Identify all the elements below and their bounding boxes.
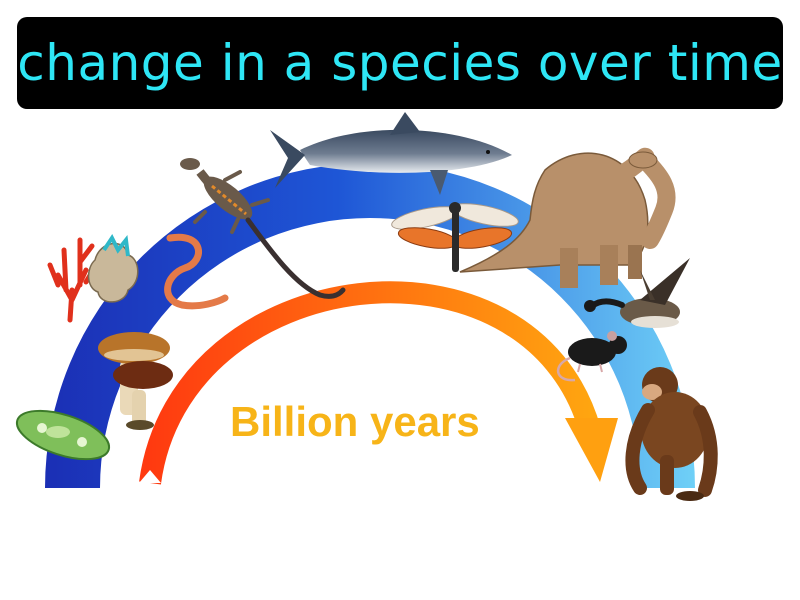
paramecium-icon — [15, 409, 111, 461]
lizard-icon — [180, 158, 346, 299]
title-text: change in a species over time — [17, 34, 783, 92]
shark-icon — [270, 112, 512, 195]
chimpanzee-icon — [625, 367, 718, 501]
mushroom-icon — [98, 332, 173, 430]
coral-icon — [47, 234, 139, 323]
timeline-arrow-arc — [139, 281, 601, 485]
timeline-arrow-head — [565, 418, 618, 482]
dinosaur-icon — [459, 147, 676, 288]
worm-icon — [164, 233, 229, 310]
title-banner: change in a species over time — [17, 17, 783, 109]
timeline-label: Billion years — [230, 398, 480, 445]
goose-icon — [584, 258, 690, 328]
dragonfly-icon — [391, 202, 519, 272]
timeline-arrow-tail — [139, 470, 161, 483]
mouse-icon — [557, 331, 627, 382]
